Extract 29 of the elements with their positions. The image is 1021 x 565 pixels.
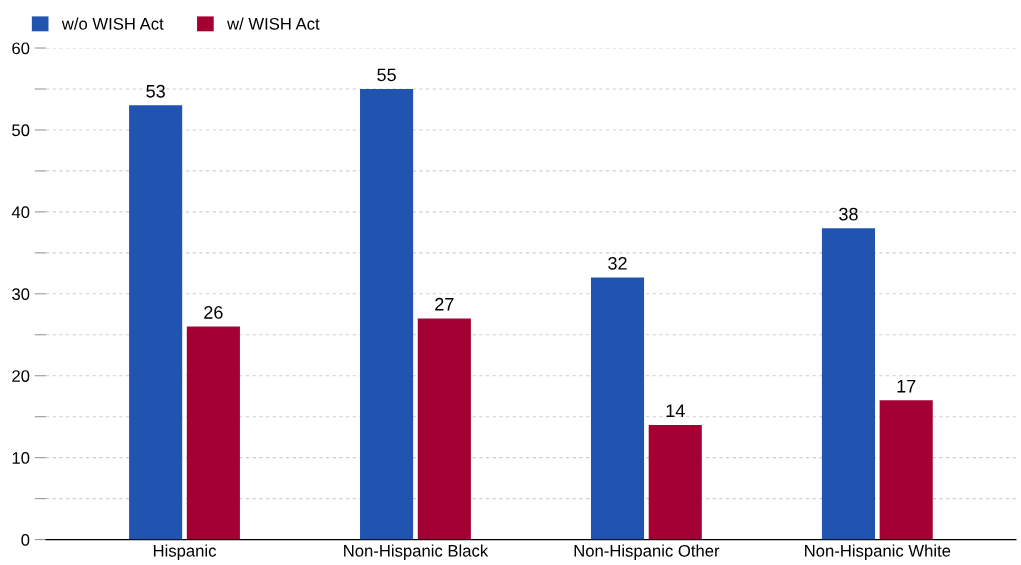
bar [186,326,240,540]
bar [360,88,414,540]
data-label: 14 [666,404,685,417]
x-tick-label: Non-Hispanic White [805,544,951,560]
data-label: 17 [897,379,916,393]
y-tick-label: 10 [12,452,30,464]
x-tick-label: Hispanic [153,544,217,560]
legend-label: w/o WISH Act [61,17,164,30]
bar [590,277,645,540]
x-tick-label: Non-Hispanic Black [344,544,489,560]
bar [879,400,933,540]
y-tick-label: 40 [11,206,30,219]
data-label: 55 [377,68,396,82]
data-label: 27 [435,297,454,311]
legend-label: w/ WISH Act [227,17,320,30]
data-label: 26 [204,306,223,319]
data-label: 53 [146,84,165,98]
y-tick-label: 20 [12,370,30,382]
data-label: 38 [839,207,858,221]
bar [129,105,183,540]
bar [648,424,702,540]
y-tick-label: 50 [12,124,30,137]
bar [417,318,471,540]
data-label: 32 [608,256,627,270]
y-tick-label: 30 [12,288,30,300]
bar [821,228,876,540]
x-tick-label: Non-Hispanic Other [574,544,720,560]
y-tick-label: 60 [12,42,30,55]
y-tick-label: 0 [21,533,30,546]
